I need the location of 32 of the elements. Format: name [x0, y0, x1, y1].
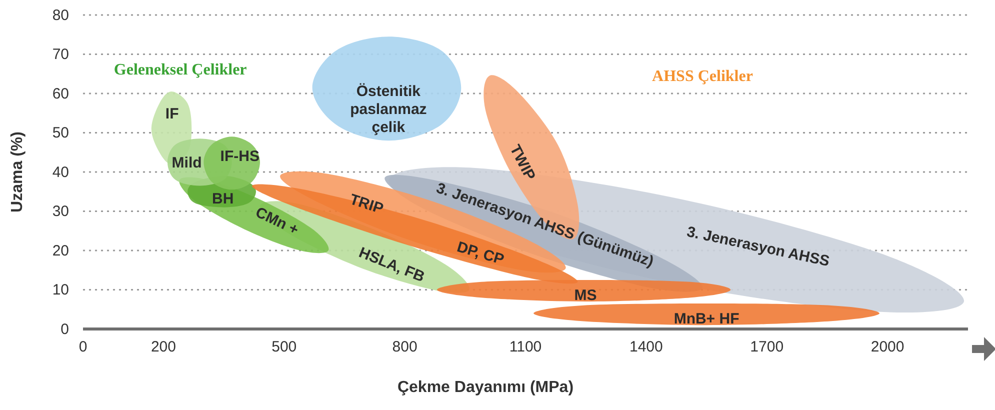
series-label: TWIP — [506, 142, 538, 184]
y-tick-label: 40 — [52, 164, 69, 181]
series-label: DP, CP — [454, 238, 506, 268]
y-tick-label: 60 — [52, 85, 69, 102]
x-tick-label: 200 — [150, 338, 176, 356]
x-tick-label: 0 — [78, 338, 88, 356]
series-label: TRIP — [348, 190, 386, 218]
series-label: IF — [165, 106, 179, 123]
y-tick-label: 0 — [60, 320, 69, 338]
x-tick-label: 1100 — [509, 338, 542, 356]
x-axis-title: Çekme Dayanımı (MPa) — [397, 379, 574, 396]
y-tick-label: 10 — [52, 282, 69, 299]
y-tick-label: 20 — [52, 242, 69, 260]
x-tick-label: 2000 — [870, 338, 904, 356]
series-label: IF-HS — [220, 148, 260, 165]
annotation: AHSS Çelikler — [652, 68, 753, 85]
x-tick-label: 1700 — [750, 338, 784, 356]
series-label: Mild — [172, 154, 202, 172]
series-label: Östenitik paslanmaz çelik — [350, 83, 427, 136]
x-tick-label: 500 — [272, 338, 297, 356]
y-tick-label: 50 — [52, 124, 69, 142]
series-label: CMn + — [252, 204, 302, 239]
x-tick-label: 800 — [392, 338, 418, 356]
series-label: BH — [212, 190, 234, 208]
y-tick-label: 80 — [52, 6, 69, 24]
annotation: Geleneksel Çelikler — [114, 62, 247, 79]
x-tick-label: 1400 — [629, 338, 663, 356]
y-axis-title: Uzama (%) — [9, 132, 26, 212]
series-label: MnB+ HF — [674, 310, 740, 328]
y-tick-label: 70 — [52, 46, 69, 64]
series-label: MS — [574, 286, 597, 304]
y-tick-label: 30 — [52, 203, 69, 220]
